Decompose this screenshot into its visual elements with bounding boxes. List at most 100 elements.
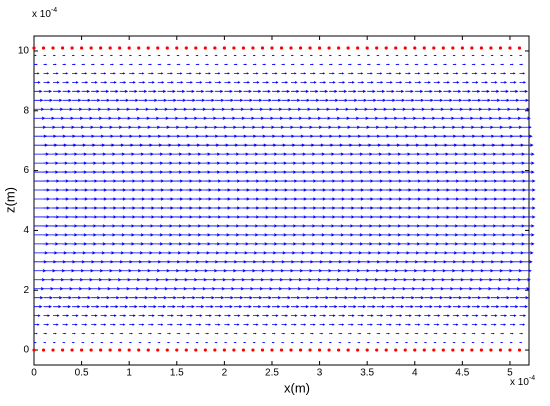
- velocity-arrow: [357, 72, 364, 75]
- velocity-arrow: [119, 107, 131, 111]
- wall-particle: [60, 348, 65, 352]
- velocity-arrow: [157, 89, 167, 93]
- velocity-arrow: [281, 63, 286, 66]
- velocity-arrow: [100, 98, 111, 102]
- velocity-arrow: [367, 81, 374, 84]
- velocity-arrow: [72, 314, 79, 317]
- velocity-arrow: [62, 107, 73, 111]
- wall-particle: [203, 348, 207, 352]
- velocity-arrow: [243, 287, 254, 291]
- velocity-arrow: [405, 54, 409, 57]
- velocity-arrow: [252, 314, 260, 317]
- x-tick-label: 4.5: [455, 368, 469, 379]
- wall-particle: [79, 348, 84, 352]
- velocity-arrow: [357, 314, 365, 317]
- velocity-arrow: [243, 63, 248, 66]
- velocity-arrow: [500, 296, 510, 300]
- velocity-arrow: [443, 332, 448, 335]
- velocity-arrow: [490, 107, 502, 111]
- velocity-arrow: [157, 72, 164, 75]
- velocity-arrow: [395, 98, 406, 102]
- velocity-arrow: [34, 89, 43, 93]
- velocity-arrow: [338, 341, 342, 344]
- velocity-arrow: [186, 332, 191, 335]
- velocity-arrow: [329, 81, 336, 84]
- velocity-arrow: [214, 314, 222, 317]
- velocity-arrow: [414, 332, 419, 335]
- velocity-arrow: [110, 332, 114, 335]
- velocity-arrow: [195, 314, 203, 317]
- velocity-arrow: [471, 314, 479, 317]
- velocity-arrow: [205, 98, 215, 102]
- wall-particle: [375, 46, 379, 50]
- velocity-arrow: [329, 89, 338, 93]
- velocity-arrow: [281, 81, 289, 84]
- velocity-arrow: [509, 89, 519, 93]
- y-tick-label: 0: [23, 345, 29, 356]
- velocity-arrow: [252, 98, 263, 102]
- velocity-arrow: [252, 63, 257, 66]
- velocity-arrow: [367, 314, 374, 317]
- velocity-arrow: [176, 305, 186, 309]
- velocity-arrow: [329, 98, 339, 102]
- velocity-arrow: [490, 323, 497, 326]
- velocity-arrow: [119, 296, 130, 300]
- velocity-arrow: [110, 305, 119, 309]
- wall-particle: [203, 46, 207, 50]
- velocity-arrow: [519, 152, 535, 156]
- x-tick-label: 2.5: [265, 368, 279, 379]
- velocity-arrow: [205, 81, 212, 84]
- velocity-arrow: [205, 314, 212, 317]
- velocity-arrow: [500, 72, 507, 75]
- velocity-arrow: [300, 98, 311, 102]
- wall-particle: [108, 46, 112, 50]
- wall-particle: [356, 348, 360, 352]
- velocity-arrow: [471, 305, 481, 309]
- wall-particle: [184, 348, 188, 352]
- velocity-arrow: [452, 63, 457, 66]
- wall-particle: [260, 348, 265, 352]
- velocity-arrow: [119, 341, 123, 344]
- velocity-arrow: [376, 314, 384, 317]
- velocity-arrow: [138, 72, 145, 75]
- velocity-arrow: [119, 98, 130, 102]
- velocity-arrow: [348, 332, 352, 335]
- velocity-arrow: [329, 54, 332, 57]
- wall-particle: [279, 46, 284, 50]
- velocity-arrow: [186, 89, 195, 93]
- velocity-arrow: [509, 54, 513, 57]
- x-tick-label: 0.5: [75, 368, 89, 379]
- velocity-arrow: [138, 63, 143, 66]
- velocity-arrow: [291, 314, 298, 317]
- velocity-arrow: [252, 72, 259, 75]
- velocity-arrow: [224, 89, 233, 93]
- velocity-arrow: [214, 296, 225, 300]
- velocity-arrow: [462, 63, 467, 66]
- velocity-arrow: [43, 314, 51, 317]
- velocity-arrow: [205, 54, 209, 57]
- velocity-arrow: [433, 314, 441, 317]
- velocity-arrow: [62, 323, 69, 326]
- velocity-arrow: [81, 98, 92, 102]
- wall-particle: [346, 348, 350, 352]
- velocity-arrow: [490, 341, 494, 344]
- velocity-arrow: [157, 63, 162, 66]
- velocity-arrow: [500, 323, 507, 326]
- velocity-arrow: [300, 323, 307, 326]
- velocity-arrow: [224, 332, 229, 335]
- wall-particle: [298, 46, 303, 50]
- wall-particle: [451, 348, 455, 352]
- velocity-arrow: [310, 314, 317, 317]
- velocity-arrow: [157, 107, 169, 111]
- velocity-arrow: [519, 233, 535, 237]
- velocity-arrow: [34, 98, 44, 102]
- wall-particle: [32, 46, 36, 50]
- velocity-arrow: [357, 63, 362, 66]
- velocity-arrow: [157, 332, 162, 335]
- velocity-arrow: [271, 63, 276, 66]
- velocity-arrow: [348, 72, 354, 75]
- velocity-arrow: [500, 314, 508, 317]
- velocity-arrow: [34, 81, 41, 84]
- wall-particle: [327, 348, 331, 352]
- velocity-arrow: [214, 341, 218, 344]
